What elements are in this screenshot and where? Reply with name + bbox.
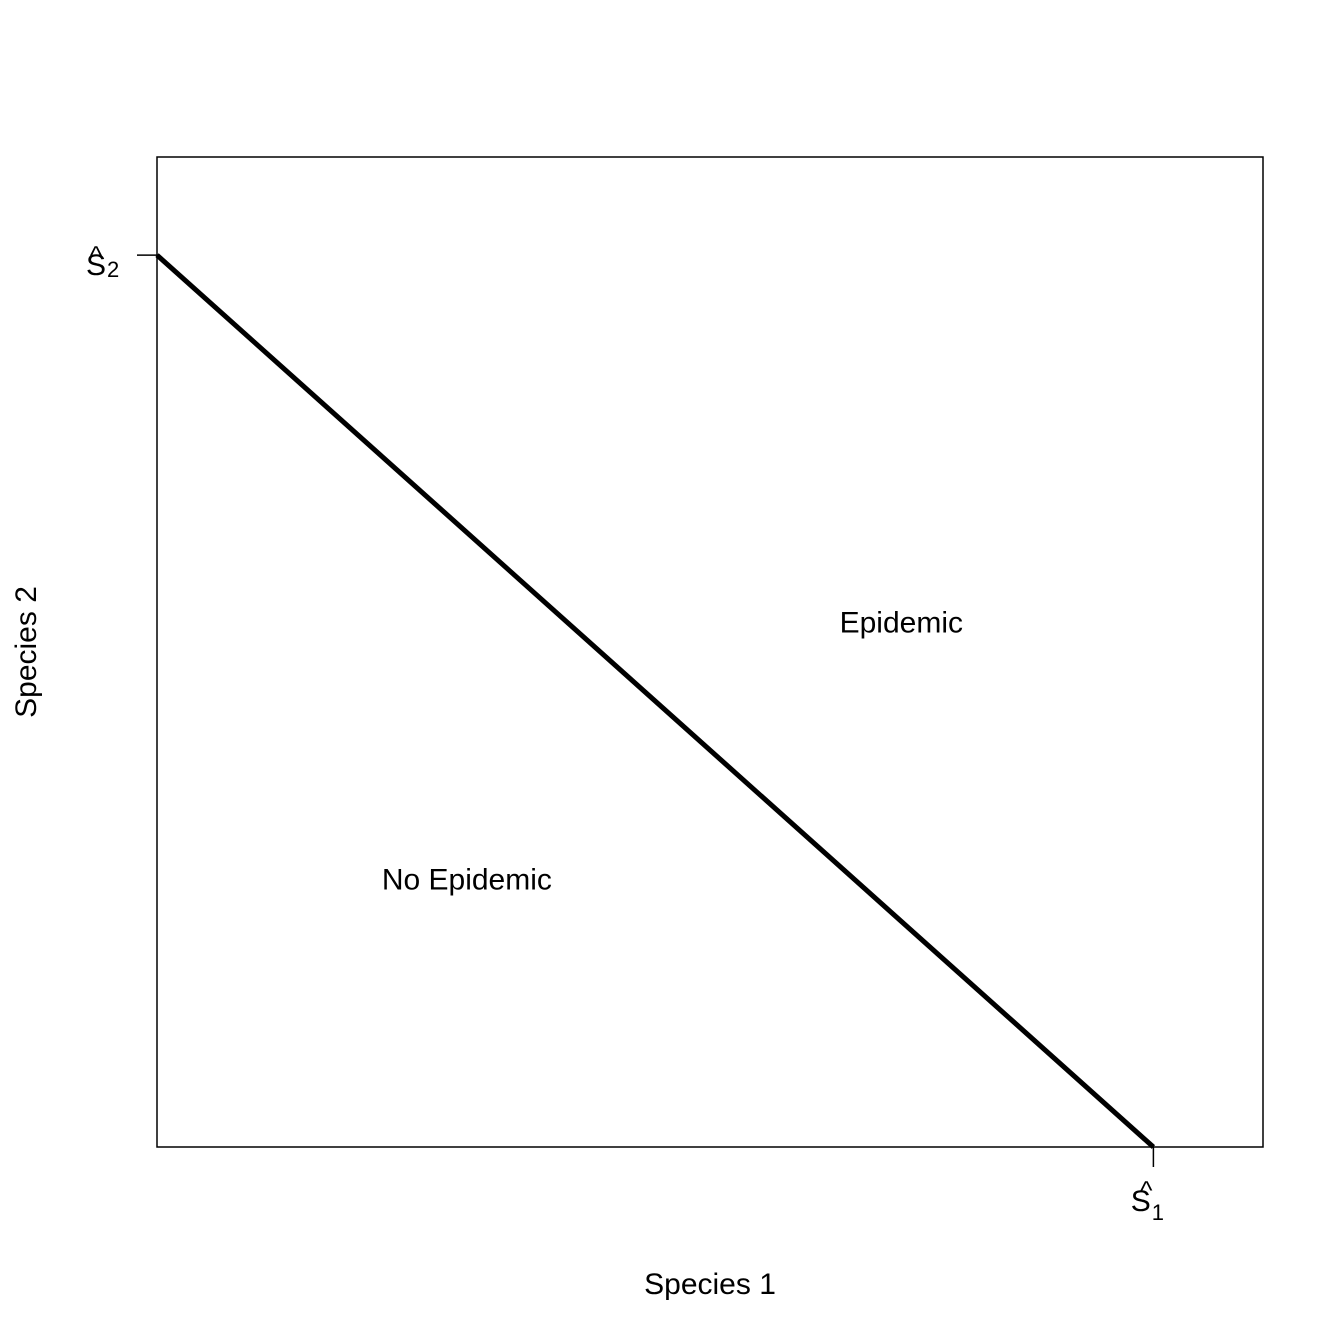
axis-ticks: S1^S2^ bbox=[86, 240, 1164, 1225]
plot-frame bbox=[156, 156, 1264, 1148]
x-tick-subscript: 1 bbox=[1152, 1200, 1164, 1225]
x-axis-label: Species 1 bbox=[644, 1268, 776, 1301]
y-tick-subscript: 2 bbox=[107, 257, 119, 282]
annotations: Epidemic No Epidemic bbox=[382, 607, 963, 897]
plot-marks bbox=[155, 253, 1156, 1149]
y-tick-hat: ^ bbox=[90, 240, 103, 270]
region-label: No Epidemic bbox=[382, 863, 552, 896]
y-axis-label: Species 2 bbox=[10, 586, 43, 718]
region-label: Epidemic bbox=[840, 607, 963, 640]
threshold-line bbox=[155, 253, 1156, 1149]
x-tick-hat: ^ bbox=[1140, 1175, 1153, 1205]
